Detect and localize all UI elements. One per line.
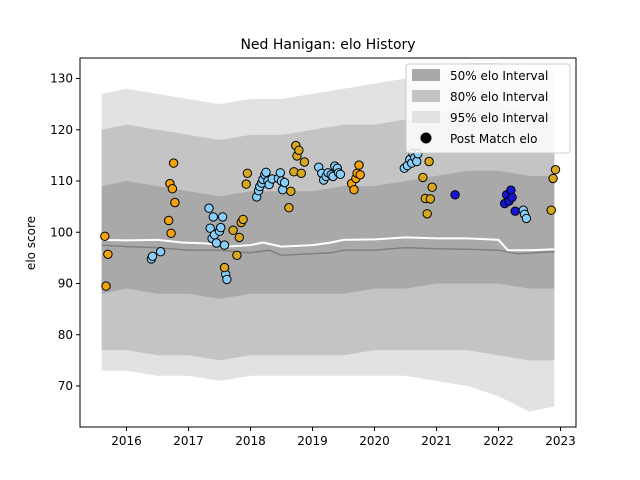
data-point [217, 212, 228, 222]
mean-line [101, 244, 555, 257]
x-tick-label: 2018 [235, 434, 266, 448]
data-point [275, 168, 285, 178]
data-point [425, 194, 435, 204]
data-point [241, 179, 251, 189]
data-point [355, 170, 365, 180]
data-point [335, 169, 346, 180]
data-point [167, 184, 178, 194]
data-point [204, 203, 214, 213]
data-point [238, 214, 248, 225]
data-point [261, 167, 271, 178]
legend-label-post-match: Post Match elo [450, 132, 537, 146]
data-point [424, 156, 434, 167]
data-point [170, 197, 180, 208]
data-point [299, 157, 310, 167]
chart-title: Ned Hanigan: elo History [240, 37, 415, 53]
data-point [450, 190, 460, 200]
data-point [242, 168, 253, 179]
legend-label-80: 80% elo Interval [450, 90, 548, 104]
data-point [412, 156, 422, 167]
y-axis: 70 80 90 100 110 120 130 [50, 72, 80, 393]
x-tick-label: 2022 [483, 434, 514, 448]
y-tick-label: 130 [50, 72, 73, 86]
data-point [208, 212, 219, 222]
data-point [232, 250, 242, 261]
y-tick-label: 90 [58, 277, 73, 291]
data-point [422, 209, 432, 219]
legend-marker-post-match [420, 132, 432, 144]
data-point [546, 205, 556, 215]
data-point [164, 215, 174, 226]
data-point [101, 281, 111, 291]
data-point [548, 173, 558, 184]
x-tick-label: 2019 [297, 434, 328, 448]
data-point [234, 232, 245, 243]
data-point [211, 238, 222, 248]
data-point [294, 145, 304, 156]
data-point [349, 185, 359, 195]
x-tick-label: 2023 [545, 434, 576, 448]
y-axis-label: elo score [24, 216, 38, 270]
y-tick-label: 100 [50, 225, 73, 239]
legend-swatch-95 [412, 111, 440, 123]
data-point [147, 251, 158, 261]
y-tick-label: 80 [58, 328, 73, 342]
x-axis: 2016 2017 2018 2019 2020 2021 2022 2023 [111, 427, 576, 448]
x-tick-label: 2016 [111, 434, 142, 448]
data-point [100, 231, 110, 242]
data-point [228, 225, 238, 235]
post-match-points [100, 140, 561, 291]
data-point [427, 182, 437, 192]
data-point [284, 203, 294, 213]
band-50 [101, 170, 555, 299]
legend-swatch-80 [412, 90, 440, 102]
plot-frame [79, 57, 577, 428]
y-tick-label: 120 [50, 123, 73, 137]
data-point [510, 206, 520, 216]
data-point [222, 274, 232, 285]
x-tick-label: 2020 [359, 434, 390, 448]
data-point [286, 186, 296, 197]
data-point [219, 262, 230, 273]
data-point [279, 177, 290, 188]
data-point [296, 168, 306, 179]
data-point [166, 228, 176, 239]
legend-swatch-50 [412, 69, 440, 81]
x-tick-label: 2017 [173, 434, 204, 448]
data-point [507, 192, 517, 203]
x-tick-label: 2021 [421, 434, 452, 448]
median-line [101, 236, 555, 252]
y-tick-label: 110 [50, 174, 73, 188]
legend-label-95: 95% elo Interval [450, 111, 548, 125]
data-point [550, 165, 561, 175]
data-point [205, 223, 215, 233]
legend-frame [405, 63, 571, 154]
y-tick-label: 70 [58, 379, 73, 393]
data-point [216, 222, 226, 233]
data-point [219, 240, 230, 250]
data-point [155, 247, 166, 257]
legend: 50% elo Interval 80% elo Interval 95% el… [405, 63, 571, 154]
data-point [103, 249, 113, 260]
data-point [521, 213, 532, 224]
legend-label-50: 50% elo Interval [450, 69, 548, 83]
data-point [354, 160, 364, 170]
data-point [168, 158, 179, 168]
trend-lines [101, 236, 555, 257]
data-point [418, 172, 428, 183]
